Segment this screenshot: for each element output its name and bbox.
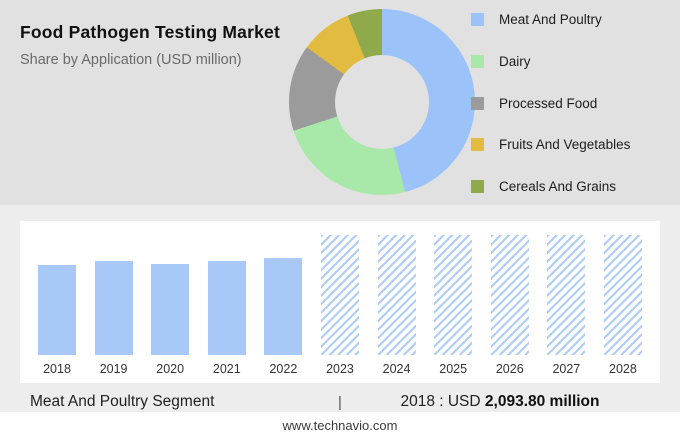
- bar-column: 2025: [434, 231, 473, 377]
- x-tick-label: 2028: [609, 362, 637, 376]
- legend-item-fruits-and-vegetables: Fruits And Vegetables: [471, 137, 630, 152]
- summary-row: Meat And Poultry Segment | 2018 : USD 2,…: [0, 389, 680, 415]
- legend-label: Processed Food: [499, 95, 598, 111]
- bar-2022: [264, 258, 303, 355]
- x-tick-label: 2022: [269, 362, 298, 376]
- bar-column: 2024: [377, 231, 416, 377]
- x-tick-label: 2025: [439, 362, 468, 376]
- legend-swatch: [471, 54, 484, 68]
- bar-column: 2026: [490, 231, 529, 377]
- page-subtitle: Share by Application (USD million): [20, 52, 242, 68]
- legend-item-processed-food: Processed Food: [471, 96, 630, 111]
- lower-section: 2018 2019 2020 2021 2022 2023 2024 2025 2026 2027…: [0, 205, 680, 440]
- bar-column: 2021: [207, 231, 246, 377]
- x-tick-label: 2018: [43, 362, 71, 376]
- bar-2019: [94, 261, 133, 355]
- bar-column: 2027: [547, 231, 586, 377]
- bar-column: 2028: [603, 231, 642, 377]
- header: Food Pathogen Testing Market Share by Ap…: [20, 22, 280, 68]
- stat-prefix: 2018 : USD: [400, 393, 481, 410]
- forecast-bar-2024: [377, 235, 416, 355]
- bar-column: 2018: [38, 231, 76, 377]
- legend-label: Fruits And Vegetables: [499, 137, 631, 153]
- legend-item-cereals-and-grains: Cereals And Grains: [471, 179, 630, 194]
- bar-column: 2020: [151, 231, 190, 377]
- forecast-bar-2028: [603, 235, 642, 355]
- x-tick-label: 2020: [156, 362, 185, 376]
- bar-column: 2023: [320, 231, 359, 377]
- legend-label: Dairy: [499, 53, 531, 69]
- forecast-bar-2023: [320, 235, 359, 355]
- separator: |: [338, 393, 342, 411]
- donut-chart: [289, 9, 475, 195]
- legend: Meat And Poultry Dairy Processed Food Fr…: [471, 12, 630, 194]
- legend-label: Meat And Poultry: [499, 12, 602, 27]
- x-tick-label: 2021: [212, 362, 241, 376]
- page-title: Food Pathogen Testing Market: [20, 22, 281, 42]
- legend-swatch: [471, 13, 484, 26]
- legend-label: Cereals And Grains: [499, 179, 617, 194]
- legend-item-meat-and-poultry: Meat And Poultry: [471, 12, 630, 27]
- x-tick-label: 2027: [552, 362, 581, 376]
- legend-swatch: [471, 96, 484, 110]
- bar-2021: [207, 261, 246, 355]
- footer-url: www.technavio.com: [282, 418, 398, 433]
- forecast-bar-2026: [490, 235, 529, 355]
- segment-stat: 2018 : USD 2,093.80 million: [350, 393, 650, 411]
- legend-item-dairy: Dairy: [471, 54, 630, 69]
- footer: www.technavio.com: [0, 412, 680, 440]
- x-tick-label: 2023: [326, 362, 354, 376]
- bar-chart: 2018 2019 2020 2021 2022 2023 2024 2025 2026 2027…: [38, 231, 642, 377]
- stat-value: 2,093.80 million: [484, 393, 600, 410]
- bar-2020: [151, 264, 190, 355]
- top-banner: Food Pathogen Testing Market Share by Ap…: [0, 0, 680, 205]
- forecast-bar-2027: [547, 235, 586, 355]
- forecast-bar-2025: [434, 235, 473, 355]
- x-tick-label: 2019: [99, 362, 128, 376]
- x-tick-label: 2024: [382, 362, 411, 376]
- legend-swatch: [471, 138, 484, 152]
- bar-column: 2022: [264, 231, 303, 377]
- bar-column: 2019: [94, 231, 133, 377]
- segment-label: Meat And Poultry Segment: [30, 393, 215, 410]
- x-tick-label: 2026: [495, 362, 524, 376]
- legend-swatch: [471, 180, 484, 193]
- bar-2018: [38, 265, 76, 355]
- bar-chart-card: 2018 2019 2020 2021 2022 2023 2024 2025 2026 2027…: [20, 221, 660, 383]
